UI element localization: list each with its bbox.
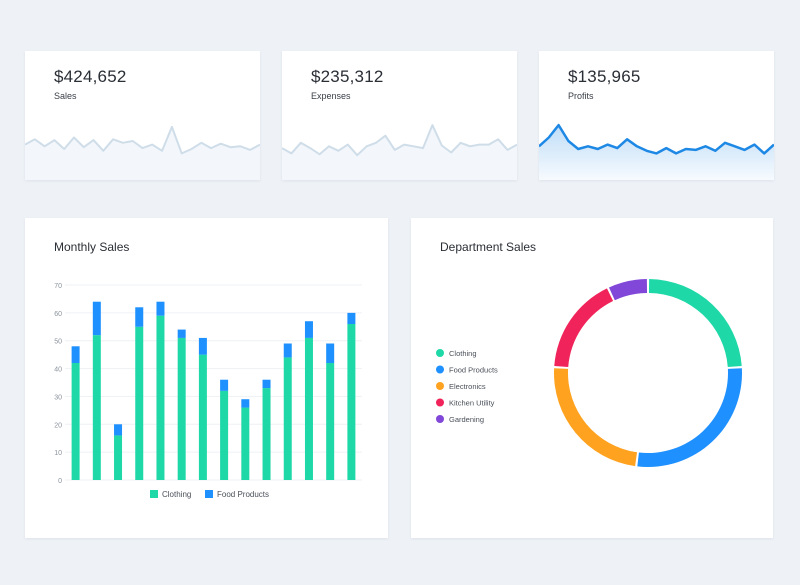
- monthly-sales-chart: 0 10 20 30 40 50 60 70 Clothing Food Products: [54, 283, 362, 499]
- y-tick-label: 50: [54, 339, 62, 346]
- y-tick-label: 30: [54, 394, 62, 401]
- legend-label: Clothing: [162, 490, 191, 499]
- slice-electronics[interactable]: [554, 368, 638, 467]
- sparkline-area: [539, 125, 774, 180]
- sparkline: [25, 125, 260, 155]
- kpi-label: Sales: [54, 91, 77, 101]
- legend-label: Gardening: [449, 415, 484, 424]
- monthly-sales-title: Monthly Sales: [54, 240, 130, 254]
- sparkline: [282, 124, 517, 157]
- department-sales-title: Department Sales: [440, 240, 537, 254]
- bar-clothing[interactable]: [92, 335, 101, 480]
- y-tick-label: 40: [54, 367, 62, 374]
- bar-food-products[interactable]: [304, 321, 313, 338]
- legend-dot: [436, 382, 444, 390]
- expenses-kpi-card: $235,312 Expenses: [282, 51, 517, 180]
- sparkline: [539, 123, 774, 155]
- bar-clothing[interactable]: [220, 390, 229, 480]
- y-tick-label: 20: [54, 422, 62, 429]
- bar-food-products[interactable]: [326, 343, 335, 364]
- slice-kitchen-utility[interactable]: [554, 288, 614, 368]
- monthly-sales-card: 0 10 20 30 40 50 60 70 Clothing Food Products Mon…: [25, 218, 388, 538]
- slice-food-products[interactable]: [637, 368, 742, 467]
- bar-clothing[interactable]: [304, 337, 313, 480]
- kpi-value: $235,312: [311, 67, 384, 86]
- bar-food-products[interactable]: [241, 399, 250, 408]
- legend-label: Kitchen Utility: [449, 399, 495, 408]
- legend-dot: [436, 398, 444, 407]
- bar-clothing[interactable]: [71, 363, 80, 480]
- bar-food-products[interactable]: [92, 301, 101, 336]
- bar-food-products[interactable]: [135, 307, 144, 327]
- profits-kpi-card: $135,965 Profits: [539, 51, 774, 180]
- kpi-label: Expenses: [311, 91, 351, 101]
- bar-food-products[interactable]: [114, 424, 123, 436]
- y-tick-label: 10: [54, 450, 62, 457]
- bar-clothing[interactable]: [156, 315, 165, 480]
- bar-food-products[interactable]: [71, 346, 80, 363]
- sparkline-area: [282, 125, 517, 180]
- bar-clothing[interactable]: [198, 354, 207, 480]
- bar-clothing[interactable]: [241, 407, 250, 480]
- bar-food-products[interactable]: [177, 329, 186, 338]
- bar-clothing[interactable]: [262, 388, 271, 480]
- y-tick-label: 70: [54, 283, 62, 290]
- bar-food-products[interactable]: [198, 337, 207, 355]
- legend-label: Food Products: [449, 366, 498, 375]
- sales-sparkline: [25, 125, 260, 180]
- legend-label: Electronics: [449, 382, 486, 391]
- bar-clothing[interactable]: [135, 326, 144, 480]
- sales-kpi-card: $424,652 Sales: [25, 51, 260, 180]
- bar-food-products[interactable]: [283, 343, 292, 358]
- bar-clothing[interactable]: [283, 357, 292, 480]
- legend-swatch: [150, 490, 158, 498]
- bar-clothing[interactable]: [326, 363, 335, 480]
- y-tick-label: 0: [58, 478, 62, 485]
- legend-dot: [436, 349, 444, 357]
- profits-sparkline: [539, 123, 774, 180]
- kpi-label: Profits: [568, 91, 594, 101]
- bar-clothing[interactable]: [347, 324, 356, 480]
- bar-food-products[interactable]: [347, 312, 356, 324]
- bar-clothing[interactable]: [177, 337, 186, 480]
- legend-swatch: [205, 490, 213, 498]
- kpi-value: $135,965: [568, 67, 641, 86]
- legend-label: Food Products: [217, 490, 269, 499]
- expenses-sparkline: [282, 124, 517, 180]
- kpi-value: $424,652: [54, 67, 127, 86]
- bar-food-products[interactable]: [220, 379, 229, 391]
- legend-label: Clothing: [449, 349, 477, 358]
- slice-clothing[interactable]: [648, 279, 742, 368]
- slice-gardening[interactable]: [609, 279, 648, 301]
- bar-clothing[interactable]: [114, 435, 123, 480]
- bar-food-products[interactable]: [156, 301, 165, 316]
- bar-food-products[interactable]: [262, 379, 271, 389]
- department-sales-chart: Clothing Food Products Electronics Kitchen …: [436, 279, 742, 467]
- department-sales-card: Clothing Food Products Electronics Kitchen …: [411, 218, 773, 538]
- legend-dot: [436, 415, 444, 423]
- y-tick-label: 60: [54, 311, 62, 318]
- sparkline-area: [25, 126, 260, 180]
- legend-dot: [436, 365, 444, 374]
